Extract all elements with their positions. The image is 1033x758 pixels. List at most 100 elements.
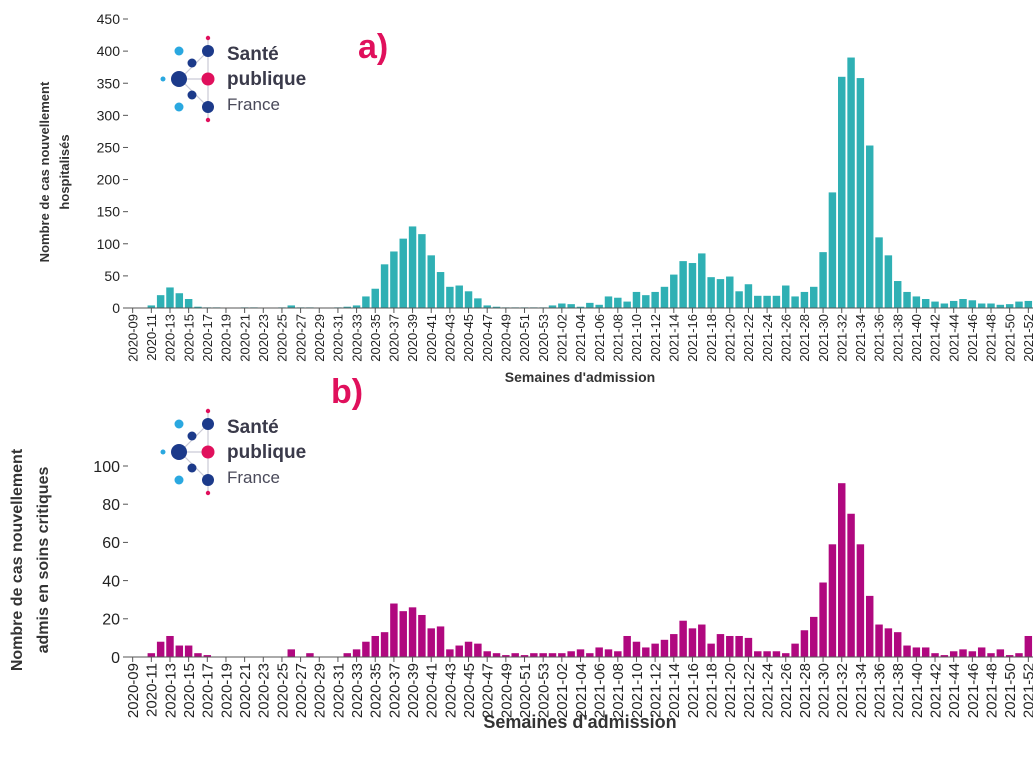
- a-x-tick-label: 2021-36: [872, 314, 887, 362]
- a-bar-2021-32: [838, 76, 846, 308]
- panel-b-y-label-line2: admis en soins critiques: [35, 467, 52, 654]
- b-bar-2021-51: [1015, 653, 1023, 657]
- b-bar-2021-39: [903, 645, 911, 657]
- b-bar-2021-11: [642, 647, 650, 657]
- b-x-tick-label: 2021-10: [629, 663, 646, 718]
- a-bar-2021-33: [847, 57, 855, 308]
- a-x-tick-label: 2020-25: [275, 314, 290, 362]
- a-bar-2021-48: [987, 303, 995, 308]
- b-x-tick-label: 2020-31: [330, 663, 347, 718]
- panel-a-tag: a): [358, 28, 388, 66]
- a-bar-2020-41: [427, 255, 435, 308]
- b-bar-2020-44: [455, 645, 463, 657]
- a-bar-2021-16: [688, 263, 697, 308]
- a-bar-2021-26: [782, 285, 790, 308]
- a-bar-2021-01: [548, 305, 557, 308]
- b-bar-2021-50: [1005, 655, 1014, 657]
- a-x-tick-label: 2020-51: [517, 314, 532, 362]
- b-bar-2021-02: [558, 653, 566, 657]
- a-bar-2021-22: [744, 284, 753, 308]
- panel-b-bars: [147, 483, 1033, 657]
- a-x-tick-label: 2020-43: [443, 314, 458, 362]
- a-x-tick-label: 2020-45: [461, 314, 476, 362]
- a-bar-2021-13: [660, 286, 669, 308]
- b-bar-2021-41: [921, 647, 930, 657]
- a-x-tick-label: 2020-23: [256, 314, 271, 362]
- a-bar-2021-09: [623, 301, 631, 308]
- b-bar-2020-14: [175, 645, 184, 657]
- b-x-tick-label: 2020-19: [218, 663, 235, 718]
- a-bar-2021-29: [810, 286, 818, 308]
- b-x-tick-label: 2020-47: [480, 663, 497, 718]
- a-x-tick-label: 2021-10: [629, 314, 644, 362]
- b-bar-2021-37: [884, 628, 893, 657]
- b-bar-2020-12: [156, 641, 165, 657]
- a-bar-2020-40: [418, 234, 426, 308]
- b-x-tick-label: 2021-38: [890, 663, 907, 718]
- b-x-tick-label: 2021-08: [610, 663, 627, 718]
- panel-b-tag: b): [331, 373, 363, 411]
- a-bar-2020-26: [287, 305, 295, 308]
- b-bar-2021-42: [931, 653, 939, 657]
- b-x-tick-label: 2021-44: [946, 663, 963, 718]
- b-x-tick-label: 2020-13: [162, 663, 179, 718]
- a-bar-2020-44: [455, 285, 463, 308]
- b-bar-2021-09: [623, 635, 631, 657]
- b-bar-2020-41: [427, 628, 435, 657]
- b-bar-2020-47: [483, 651, 491, 657]
- b-bar-2021-30: [819, 582, 827, 657]
- a-bar-2021-36: [875, 237, 883, 308]
- a-x-tick-label: 2020-11: [144, 314, 159, 361]
- b-bar-2020-38: [399, 611, 407, 657]
- a-y-tick-label: 450: [97, 11, 121, 27]
- b-bar-2020-35: [371, 635, 379, 657]
- logo-text-france: France: [227, 95, 280, 114]
- logo-text-sante: Santé: [227, 417, 279, 438]
- a-bar-2020-35: [371, 288, 379, 308]
- a-x-tick-label: 2021-44: [946, 314, 961, 362]
- b-y-tick-label: 40: [102, 573, 120, 590]
- b-x-tick-label: 2020-39: [405, 663, 422, 718]
- a-x-tick-label: 2021-46: [965, 314, 980, 362]
- b-bar-2020-46: [474, 643, 482, 657]
- a-bar-2020-13: [166, 287, 174, 308]
- a-x-tick-label: 2020-53: [536, 314, 551, 362]
- a-x-tick-label: 2020-49: [499, 314, 514, 362]
- a-x-tick-label: 2020-15: [181, 314, 196, 362]
- b-x-tick-label: 2020-49: [498, 663, 515, 718]
- b-bar-2021-28: [800, 630, 809, 657]
- panel-a-y-ticks: 0 50 100 150 200 250 300 350 400 450: [97, 11, 128, 316]
- b-x-tick-label: 2021-12: [648, 663, 665, 718]
- b-bar-2021-35: [865, 595, 874, 657]
- logo-text-sante: Santé: [227, 44, 279, 65]
- b-x-tick-label: 2020-09: [125, 663, 142, 718]
- b-bar-2020-15: [184, 645, 193, 657]
- b-bar-2021-44: [949, 651, 958, 657]
- b-x-tick-label: 2021-06: [592, 663, 609, 718]
- b-bar-2021-21: [735, 635, 743, 657]
- b-bar-2021-22: [744, 637, 753, 657]
- b-bar-2021-07: [604, 649, 613, 657]
- a-bar-2021-27: [791, 296, 799, 308]
- b-bar-2020-48: [492, 653, 501, 657]
- a-x-tick-label: 2021-30: [816, 314, 831, 362]
- panel-a-bars: [147, 57, 1033, 308]
- panel-b-logo: Santé publique France: [160, 408, 306, 496]
- b-bar-2020-26: [287, 649, 295, 657]
- b-bar-2020-39: [408, 607, 417, 657]
- b-bar-2021-36: [875, 624, 883, 657]
- a-bar-2020-14: [175, 293, 184, 308]
- b-bar-2021-19: [716, 634, 725, 657]
- b-y-tick-label: 20: [102, 612, 120, 629]
- a-bar-2021-44: [949, 300, 958, 308]
- b-bar-2021-12: [651, 643, 659, 657]
- a-x-tick-label: 2021-40: [909, 314, 924, 362]
- b-x-tick-label: 2021-34: [853, 663, 870, 718]
- b-bar-2021-34: [856, 544, 865, 657]
- a-x-tick-label: 2020-09: [125, 314, 140, 362]
- b-x-tick-label: 2021-36: [871, 663, 888, 718]
- a-x-tick-label: 2021-48: [984, 314, 999, 362]
- b-bar-2021-10: [632, 641, 641, 657]
- b-bar-2021-01: [548, 653, 557, 657]
- a-x-tick-label: 2020-47: [480, 314, 495, 362]
